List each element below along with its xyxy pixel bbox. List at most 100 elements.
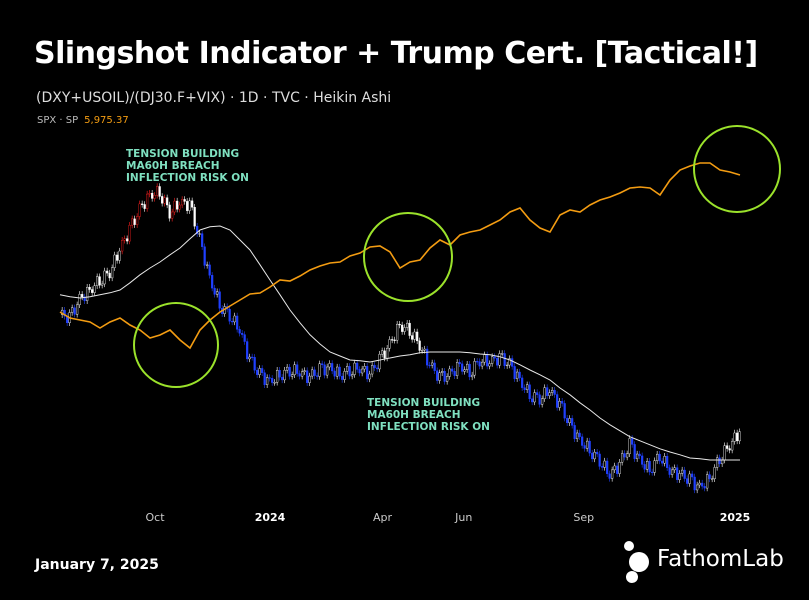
candle xyxy=(676,467,679,480)
candle xyxy=(411,335,414,340)
candle xyxy=(716,457,719,468)
candle xyxy=(186,201,189,211)
candle xyxy=(503,353,506,366)
candle xyxy=(143,204,146,209)
candle xyxy=(96,276,99,286)
candle xyxy=(726,445,729,449)
candle xyxy=(296,364,299,374)
candle xyxy=(116,254,119,261)
candle xyxy=(421,350,424,352)
candle xyxy=(483,354,486,363)
candle xyxy=(326,366,329,376)
candle xyxy=(493,356,496,359)
candle xyxy=(426,348,429,366)
candle xyxy=(511,358,514,367)
candle xyxy=(623,453,626,458)
candle xyxy=(468,363,471,378)
candle xyxy=(351,374,354,377)
candle xyxy=(418,340,421,351)
candle xyxy=(656,453,659,461)
candle xyxy=(313,369,316,376)
brand-name: FathomLab xyxy=(657,546,784,572)
candle xyxy=(83,296,86,301)
spx-value: 5,975.37 xyxy=(84,115,129,126)
candle xyxy=(106,270,109,274)
candle xyxy=(321,363,324,366)
candle xyxy=(683,469,686,479)
candle xyxy=(373,365,376,369)
candle xyxy=(613,465,616,471)
candle xyxy=(573,425,576,439)
candle xyxy=(323,364,326,376)
candle xyxy=(406,322,409,328)
candle xyxy=(456,362,459,376)
candle xyxy=(361,368,364,374)
candle xyxy=(556,394,559,408)
candle xyxy=(168,204,171,219)
candle xyxy=(386,348,389,359)
candle xyxy=(86,287,89,301)
candle xyxy=(358,369,361,374)
candle xyxy=(691,473,694,478)
candle xyxy=(383,350,386,359)
candle xyxy=(498,353,501,366)
candle xyxy=(161,196,164,204)
candle xyxy=(506,364,509,367)
chart-title: Slingshot Indicator + Trump Cert. [Tacti… xyxy=(34,36,758,71)
candle xyxy=(526,384,529,390)
candle xyxy=(146,193,149,209)
candle xyxy=(628,438,631,454)
candle xyxy=(151,192,154,199)
ratio-candles xyxy=(61,183,741,494)
candle xyxy=(341,375,344,380)
candle xyxy=(111,267,114,279)
candle xyxy=(333,370,336,377)
candle xyxy=(123,238,126,241)
candle xyxy=(693,476,696,491)
candle xyxy=(618,462,621,474)
candle xyxy=(718,457,721,465)
candle xyxy=(638,453,641,457)
candle xyxy=(88,287,91,290)
candle xyxy=(366,366,369,380)
candle xyxy=(593,451,596,460)
candle xyxy=(121,240,124,252)
candle xyxy=(523,387,526,390)
candle xyxy=(621,453,624,463)
candle xyxy=(371,365,374,375)
candle xyxy=(433,362,436,371)
candle xyxy=(553,390,556,395)
candle xyxy=(211,275,214,289)
fathomlab-logo-icon xyxy=(624,541,649,583)
candle xyxy=(651,471,654,474)
candle xyxy=(626,453,629,458)
fathomlab-logo: FathomLab xyxy=(622,540,802,584)
candle xyxy=(251,356,254,359)
candle xyxy=(588,440,591,454)
candle xyxy=(131,218,134,226)
candle xyxy=(721,459,724,465)
candle xyxy=(736,432,739,442)
candle xyxy=(581,436,584,446)
candle xyxy=(201,233,204,247)
candle xyxy=(476,361,479,363)
candle xyxy=(403,327,406,332)
candle xyxy=(443,371,446,382)
candle xyxy=(188,200,191,211)
candle xyxy=(713,467,716,480)
x-axis: Oct 2024 Apr Jun Sep 2025 xyxy=(145,511,750,524)
candle xyxy=(108,272,111,279)
candle xyxy=(136,216,139,225)
candle xyxy=(381,350,384,355)
candle xyxy=(338,366,341,377)
candle xyxy=(133,218,136,225)
candle xyxy=(216,291,219,295)
candle xyxy=(668,467,671,475)
candle xyxy=(653,460,656,473)
candle xyxy=(261,368,264,373)
candle xyxy=(231,320,234,323)
candle xyxy=(681,469,684,474)
candle xyxy=(288,366,291,377)
candle xyxy=(206,264,209,266)
